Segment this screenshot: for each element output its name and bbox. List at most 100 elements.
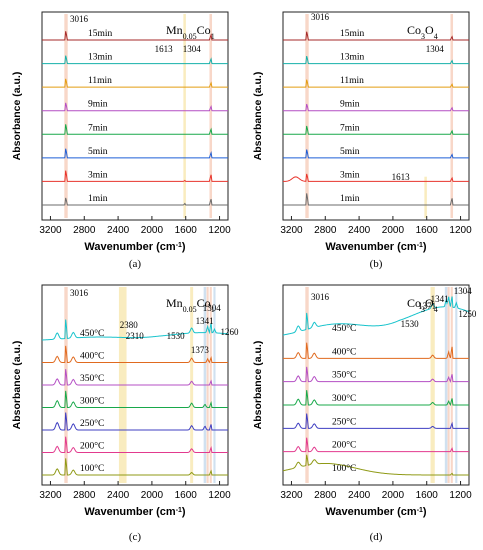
- title-sub2: 4: [434, 32, 438, 41]
- peak-label: 2380: [120, 320, 139, 330]
- peak-label: 3016: [70, 14, 89, 24]
- y-axis-label: Absorbance (a.u.): [252, 341, 264, 430]
- highlight-band-0: [305, 287, 309, 483]
- spectrum-100°C: [282, 454, 469, 476]
- y-axis-label: Absorbance (a.u.): [11, 341, 23, 430]
- highlight-band-0: [305, 14, 309, 218]
- title-sub1: 3: [421, 32, 425, 41]
- spectrum-7min: [283, 125, 469, 135]
- peak-label: 1304: [454, 286, 473, 296]
- x-tick-label: 1600: [416, 225, 439, 236]
- peak-label: 1304: [426, 44, 445, 54]
- x-axis-label-sup: -1: [176, 242, 182, 249]
- x-tick-label: 2000: [382, 225, 405, 236]
- x-axis-label-close: ): [423, 241, 427, 253]
- spectrum-200°C: [42, 436, 228, 453]
- spectrum-5min: [42, 148, 228, 159]
- spectrum-3min: [282, 173, 469, 182]
- peak-label: 1341: [431, 294, 449, 304]
- x-tick-label: 3200: [280, 490, 303, 501]
- series-label: 1min: [88, 194, 108, 204]
- spectrum-400°C: [42, 345, 228, 364]
- peak-label: 2310: [126, 331, 145, 341]
- x-axis-label-text: Wavenumber (cm: [84, 241, 176, 253]
- chart-panel-a: 3200 2800 2400 2000 1600 1200 1min 3min 5min 7min…: [11, 11, 231, 270]
- spectrum-250°C: [283, 413, 469, 429]
- title-mid: Co: [197, 23, 211, 37]
- y-axis-label: Absorbance (a.u.): [252, 72, 264, 161]
- highlight-band-2: [209, 14, 213, 218]
- series-label: 350°C: [332, 370, 356, 381]
- spectrum-5min: [283, 149, 469, 159]
- x-tick-label: 3200: [39, 490, 62, 501]
- spectrum-300°C: [283, 390, 469, 407]
- series-label: 1min: [340, 194, 360, 204]
- x-axis-label-close: ): [423, 506, 427, 518]
- spectrum-1min: [283, 193, 469, 206]
- series-label: 400°C: [332, 346, 356, 357]
- x-tick-label: 1200: [208, 225, 231, 236]
- spectrum-15min: [283, 31, 469, 41]
- peak-label: 1373: [191, 345, 210, 355]
- title-sub1: 0.05: [183, 305, 197, 314]
- series-label: 3min: [340, 170, 360, 180]
- series-label: 15min: [88, 29, 113, 39]
- title-mid: O: [425, 296, 434, 310]
- series-label: 3min: [88, 170, 108, 180]
- plot-frame: [282, 284, 470, 486]
- x-tick-label: 1600: [175, 490, 198, 501]
- highlight-band-0: [64, 14, 68, 218]
- x-tick-label: 1200: [449, 225, 472, 236]
- title-sub1: 3: [421, 305, 425, 314]
- x-tick-label: 2000: [141, 490, 164, 501]
- series-label: 13min: [88, 53, 113, 63]
- spectrum-9min: [42, 102, 228, 112]
- x-tick-label: 2400: [348, 225, 371, 236]
- x-tick-label: 2400: [107, 490, 130, 501]
- x-axis-label-close: ): [182, 506, 186, 518]
- chart-panel-d: 3200 2800 2400 2000 1600 1200 100°C 200°C 250°C 3…: [252, 284, 477, 543]
- panel-label: (b): [370, 258, 383, 270]
- x-axis-label-text: Wavenumber (cm: [325, 241, 417, 253]
- title-sub1: 0.05: [183, 32, 197, 41]
- x-axis-label-text: Wavenumber (cm: [84, 506, 176, 518]
- peak-label: 3016: [311, 292, 330, 302]
- spectrum-300°C: [42, 390, 228, 409]
- series-label: 450°C: [332, 323, 356, 334]
- highlight-band-0: [64, 287, 68, 483]
- panel-label: (c): [129, 531, 142, 543]
- x-tick-label: 2800: [73, 490, 96, 501]
- series-label: 300°C: [332, 393, 356, 404]
- spectrum-200°C: [283, 437, 469, 453]
- panel-label: (a): [129, 258, 142, 270]
- x-axis-label-sup: -1: [176, 507, 182, 514]
- peak-label: 1530: [401, 319, 420, 329]
- peak-label: 1613: [392, 172, 411, 182]
- peak-label: 1304: [203, 303, 222, 313]
- spectrum-15min: [42, 31, 228, 41]
- series-label: 9min: [88, 100, 108, 110]
- title-sub2: 1: [211, 32, 215, 41]
- peak-label: 3016: [311, 12, 330, 22]
- title-main: Co: [407, 296, 421, 310]
- highlight-band-5: [455, 287, 458, 483]
- series-label: 5min: [88, 147, 108, 157]
- highlight-band-1: [183, 14, 186, 218]
- title-sub2: 1: [211, 305, 215, 314]
- highlight-band-2: [190, 287, 194, 483]
- series-label: 250°C: [332, 416, 356, 427]
- peak-label: 1371: [418, 301, 436, 311]
- y-axis-label: Absorbance (a.u.): [11, 72, 23, 161]
- chart-title: Mn0.05Co1: [166, 296, 215, 314]
- x-tick-label: 3200: [280, 225, 303, 236]
- x-tick-label: 1600: [175, 225, 198, 236]
- spectrum-13min: [283, 55, 469, 65]
- highlight-band-5: [209, 287, 212, 483]
- spectrum-1min: [42, 197, 228, 206]
- series-label: 200°C: [80, 441, 104, 452]
- x-axis-label-sup: -1: [417, 242, 423, 249]
- x-tick-label: 1200: [449, 490, 472, 501]
- series-label: 11min: [340, 76, 364, 86]
- spectrum-9min: [283, 103, 469, 112]
- title-mid: O: [425, 23, 434, 37]
